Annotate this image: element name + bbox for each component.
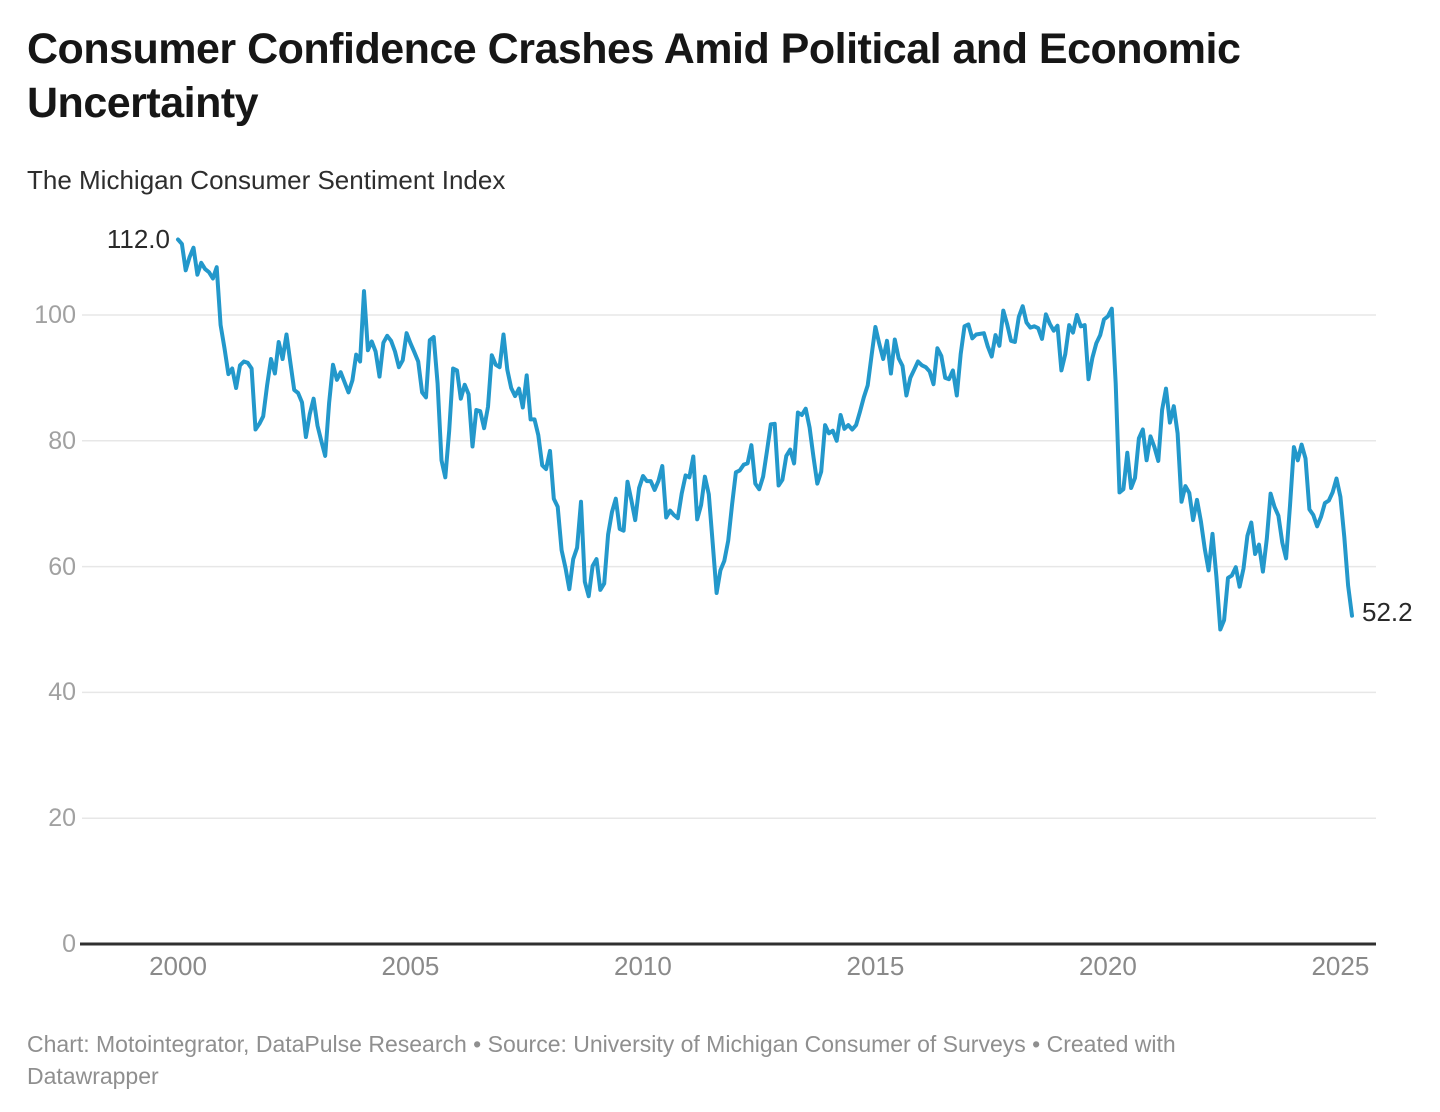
x-axis-tick-label-2010: 2010 [614,951,672,981]
x-axis-tick-label-2025: 2025 [1311,951,1370,981]
attribution-line-1: Chart: Motointegrator, DataPulse Researc… [27,1031,1176,1057]
x-axis-tick-label-2000: 2000 [149,951,207,981]
y-axis-tick-label-0: 0 [62,930,76,958]
last-value-label: 52.2 [1362,597,1413,627]
sentiment-index-line [176,237,1354,632]
attribution-line-2: Datawrapper [27,1063,159,1089]
chart-title: Consumer Confidence Crashes Amid Politic… [27,25,1241,127]
y-axis-tick-label-80: 80 [48,426,76,455]
y-axis-tick-label-20: 20 [48,804,76,833]
plot-area: 0 20 40 60 80 100 2000 2005 2010 2015 2020 2025 11… [34,224,1413,981]
x-axis-tick-label-2020: 2020 [1078,951,1137,981]
plot-svg [80,237,1376,946]
chart-subtitle: The Michigan Consumer Sentiment Index [27,165,506,195]
y-axis-tick-label-100: 100 [34,301,76,329]
chart-attribution: Chart: Motointegrator, DataPulse Researc… [27,1028,1247,1092]
y-axis-tick-label-40: 40 [48,678,76,707]
first-value-label: 112.0 [106,224,170,254]
x-axis-tick-label-2005: 2005 [381,951,440,981]
x-axis-tick-label-2015: 2015 [846,951,905,981]
y-axis-tick-label-60: 60 [48,552,76,581]
